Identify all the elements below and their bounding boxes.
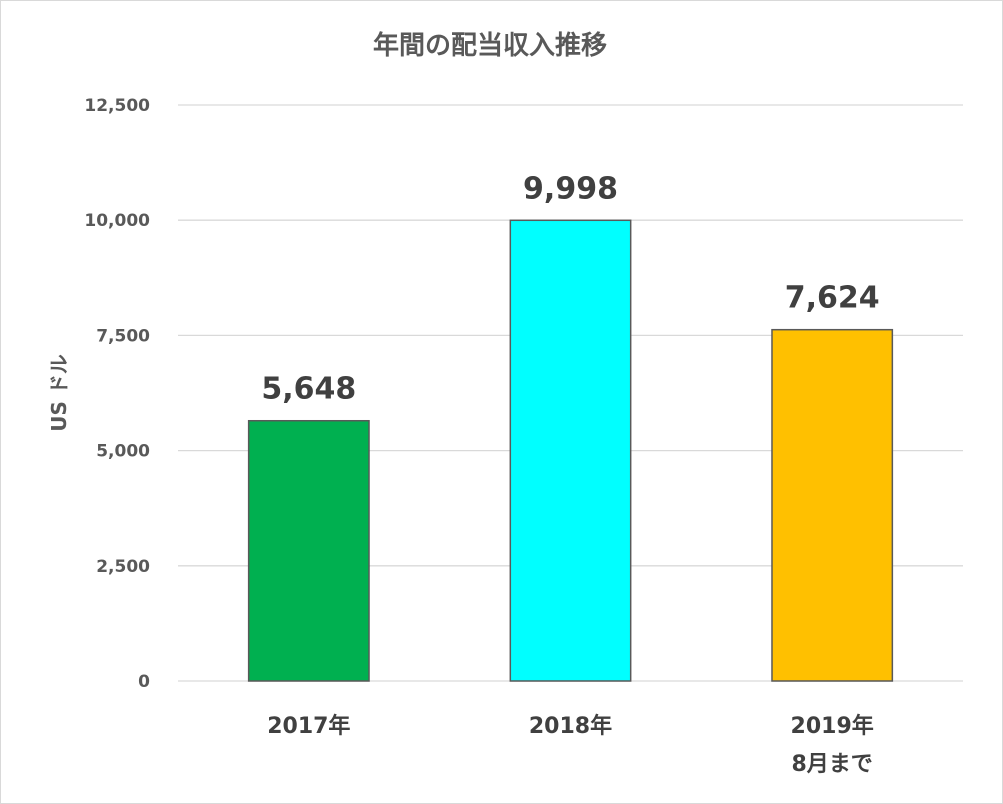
x-category-label: 2017年 (267, 713, 350, 739)
data-label: 7,624 (785, 281, 880, 316)
y-axis-ticks: 0 2,500 5,000 7,500 10,000 12,500 (84, 96, 150, 692)
data-label: 5,648 (261, 372, 356, 407)
y-axis-label: US ドル (47, 354, 71, 432)
y-tick-label: 5,000 (96, 442, 150, 462)
x-axis-categories: 2017年 2018年 2019年 8月まで (267, 713, 874, 777)
y-tick-label: 10,000 (84, 211, 150, 231)
data-labels: 5,648 9,998 7,624 (261, 171, 879, 406)
y-tick-label: 0 (138, 672, 150, 692)
x-category-label: 8月まで (792, 752, 873, 777)
bar (509, 219, 632, 682)
x-category-label: 2019年 (791, 713, 874, 739)
data-label: 9,998 (523, 171, 618, 206)
y-tick-label: 2,500 (96, 557, 150, 577)
x-category-label: 2018年 (529, 713, 612, 739)
bar (247, 419, 370, 682)
bars (247, 219, 894, 682)
y-tick-label: 7,500 (96, 326, 150, 346)
bar (771, 328, 894, 682)
y-tick-label: 12,500 (84, 96, 150, 116)
chart-title: 年間の配当収入推移 (373, 30, 607, 61)
